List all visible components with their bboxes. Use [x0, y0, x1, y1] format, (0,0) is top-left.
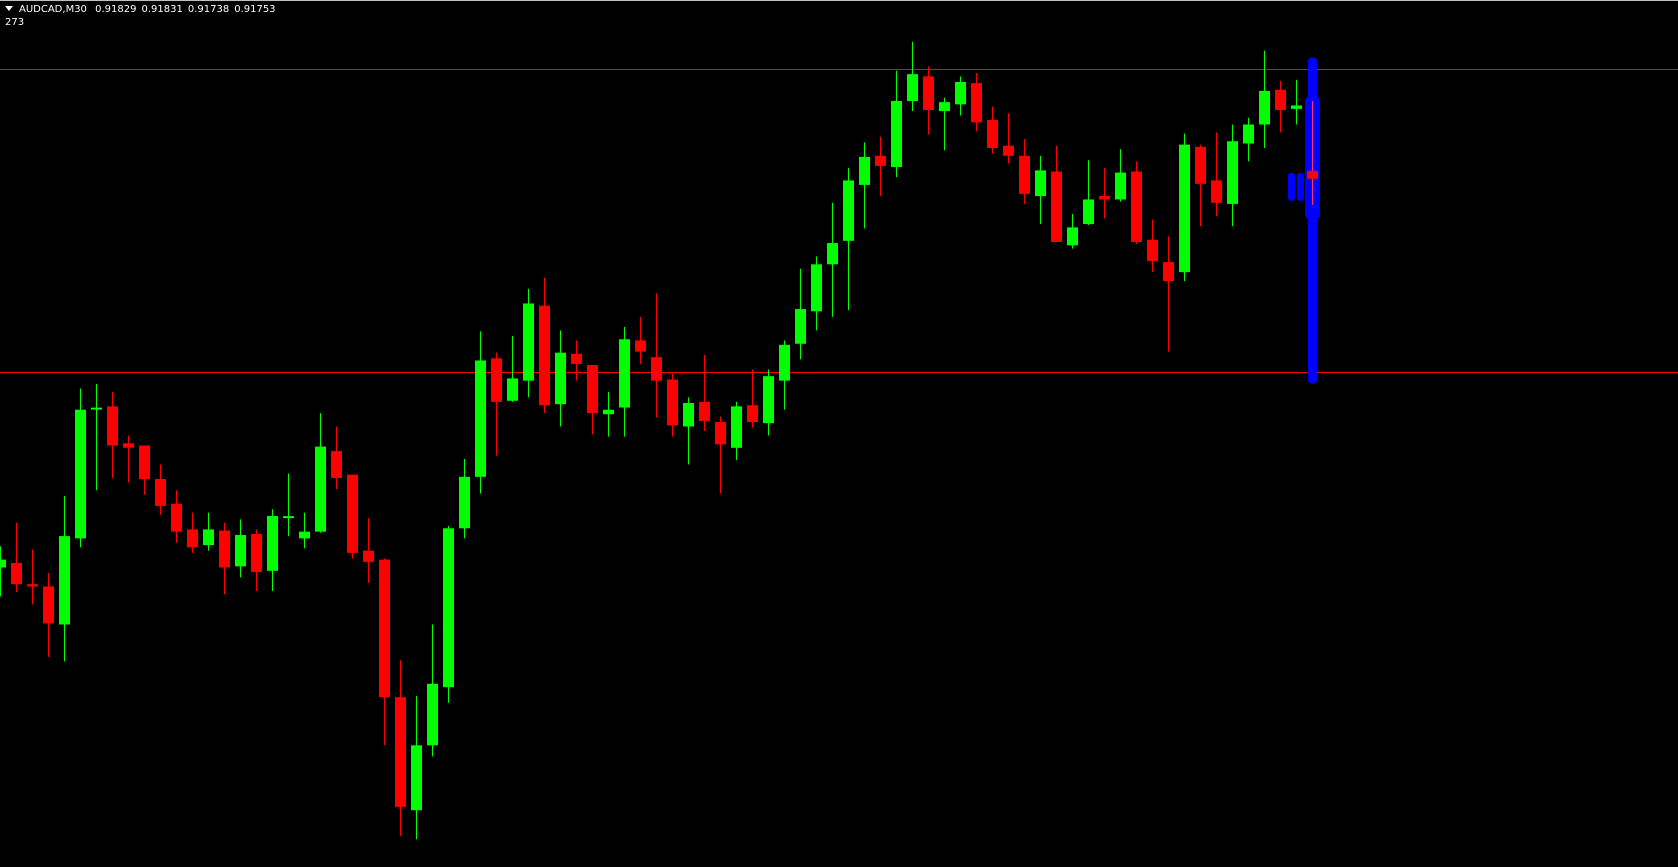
- collapse-triangle-icon[interactable]: [5, 6, 13, 11]
- indicator-value: 273: [5, 17, 25, 28]
- chart-top-border: [0, 0, 1678, 1]
- candle-body-bullish: [427, 683, 438, 746]
- candle-body-doji: [91, 407, 102, 410]
- candle-body-bearish: [1211, 180, 1222, 203]
- candle-body-bullish: [1083, 199, 1094, 225]
- candle-body-bearish: [667, 379, 678, 426]
- candle-body-bearish: [635, 340, 646, 352]
- candle-body-bullish: [59, 536, 70, 625]
- candle-body-bearish: [587, 364, 598, 414]
- candle-body-bearish: [1275, 89, 1286, 110]
- candle-body-bullish: [299, 531, 310, 539]
- candle-body-bullish: [683, 403, 694, 427]
- candle-body-doji: [283, 516, 294, 519]
- candle-body-bullish: [267, 515, 278, 571]
- candle-body-bearish: [11, 562, 22, 585]
- candle-body-bullish: [75, 409, 86, 539]
- candle-body-bullish: [779, 344, 790, 381]
- candle-body-bullish: [1243, 124, 1254, 144]
- symbol-timeframe: AUDCAD,M30: [19, 4, 87, 15]
- candle-body-bullish: [843, 180, 854, 241]
- candle-body-bullish: [1067, 227, 1078, 246]
- candle-body-bearish: [491, 358, 502, 402]
- candle-body-bearish: [219, 530, 230, 568]
- candle-body-bearish: [987, 120, 998, 148]
- candle-body-bullish: [1291, 105, 1302, 109]
- candle-body-bullish: [443, 528, 454, 688]
- indicator-label-blob: [1288, 172, 1295, 201]
- candle-body-bullish: [827, 243, 838, 265]
- candle-body-bullish: [619, 339, 630, 408]
- candle-body-bullish: [1227, 141, 1238, 204]
- candle-body-bearish: [747, 405, 758, 423]
- candle-body-bearish: [1019, 155, 1030, 194]
- candle-body-bullish: [475, 360, 486, 477]
- candle-body-bearish: [155, 479, 166, 506]
- candle-body-bearish: [27, 584, 38, 587]
- candle-body-bearish: [171, 503, 182, 532]
- candle-body-bullish: [907, 74, 918, 102]
- candle-body-bearish: [395, 697, 406, 807]
- candle-body-bullish: [555, 352, 566, 405]
- candle-body-bullish: [859, 156, 870, 185]
- candle-body-bullish: [1259, 90, 1270, 125]
- candle-body-bearish: [1131, 171, 1142, 242]
- ohlc-high: 0.91831: [141, 4, 183, 15]
- candle-body-bullish: [411, 745, 422, 811]
- candle-body-bearish: [875, 155, 886, 166]
- candle-body-bullish: [203, 529, 214, 546]
- indicator-label-blob: [1297, 172, 1304, 201]
- candle-body-bullish: [235, 535, 246, 567]
- candle-body-bearish: [363, 550, 374, 562]
- candle-body-bullish: [891, 101, 902, 168]
- candle-body-bullish: [459, 476, 470, 529]
- candle-body-bearish: [1307, 170, 1318, 179]
- candle-body-bearish: [1163, 262, 1174, 282]
- candle-body-bearish: [1099, 196, 1110, 200]
- candle-body-bullish: [811, 264, 822, 312]
- candle-body-bearish: [971, 83, 982, 123]
- candle-body-bullish: [315, 446, 326, 532]
- candle-body-bearish: [139, 445, 150, 480]
- candle-body-bullish: [939, 102, 950, 112]
- candle-body-bullish: [955, 81, 966, 105]
- candle-body-bearish: [1147, 239, 1158, 261]
- ohlc-low: 0.91738: [187, 4, 230, 15]
- ohlc-close: 0.91753: [234, 4, 276, 15]
- candle-body-bearish: [715, 422, 726, 445]
- candle-body-bearish: [571, 353, 582, 364]
- candle-body-bullish: [795, 309, 806, 344]
- candle-body-bearish: [651, 357, 662, 381]
- candle-body-bearish: [107, 406, 118, 446]
- candle-body-bullish: [763, 376, 774, 424]
- candle-body-bearish: [1003, 145, 1014, 156]
- candle-body-bearish: [1195, 146, 1206, 184]
- candle-body-bullish: [1035, 170, 1046, 197]
- candle-body-bearish: [699, 401, 710, 421]
- candle-body-bullish: [507, 378, 518, 401]
- candle-body-bearish: [1051, 171, 1062, 242]
- candle-body-bearish: [923, 76, 934, 110]
- candle-body-bearish: [539, 305, 550, 406]
- candle-body-bullish: [0, 559, 6, 568]
- ohlc-open: 0.91829: [95, 4, 137, 15]
- chart-header: AUDCAD,M30 0.91829 0.91831 0.91738 0.91753 …: [5, 3, 281, 29]
- candle-body-bearish: [251, 533, 262, 572]
- candle-body-bullish: [1179, 144, 1190, 273]
- candle-body-bearish: [379, 559, 390, 698]
- candle-body-bearish: [331, 451, 342, 478]
- candle-body-bearish: [43, 586, 54, 624]
- candle-body-bullish: [731, 406, 742, 448]
- candle-body-bullish: [523, 303, 534, 381]
- candle-body-bullish: [603, 409, 614, 415]
- candle-body-bearish: [187, 529, 198, 548]
- candle-body-bullish: [1115, 172, 1126, 200]
- candle-body-bearish: [347, 474, 358, 553]
- candle-body-bearish: [123, 443, 134, 448]
